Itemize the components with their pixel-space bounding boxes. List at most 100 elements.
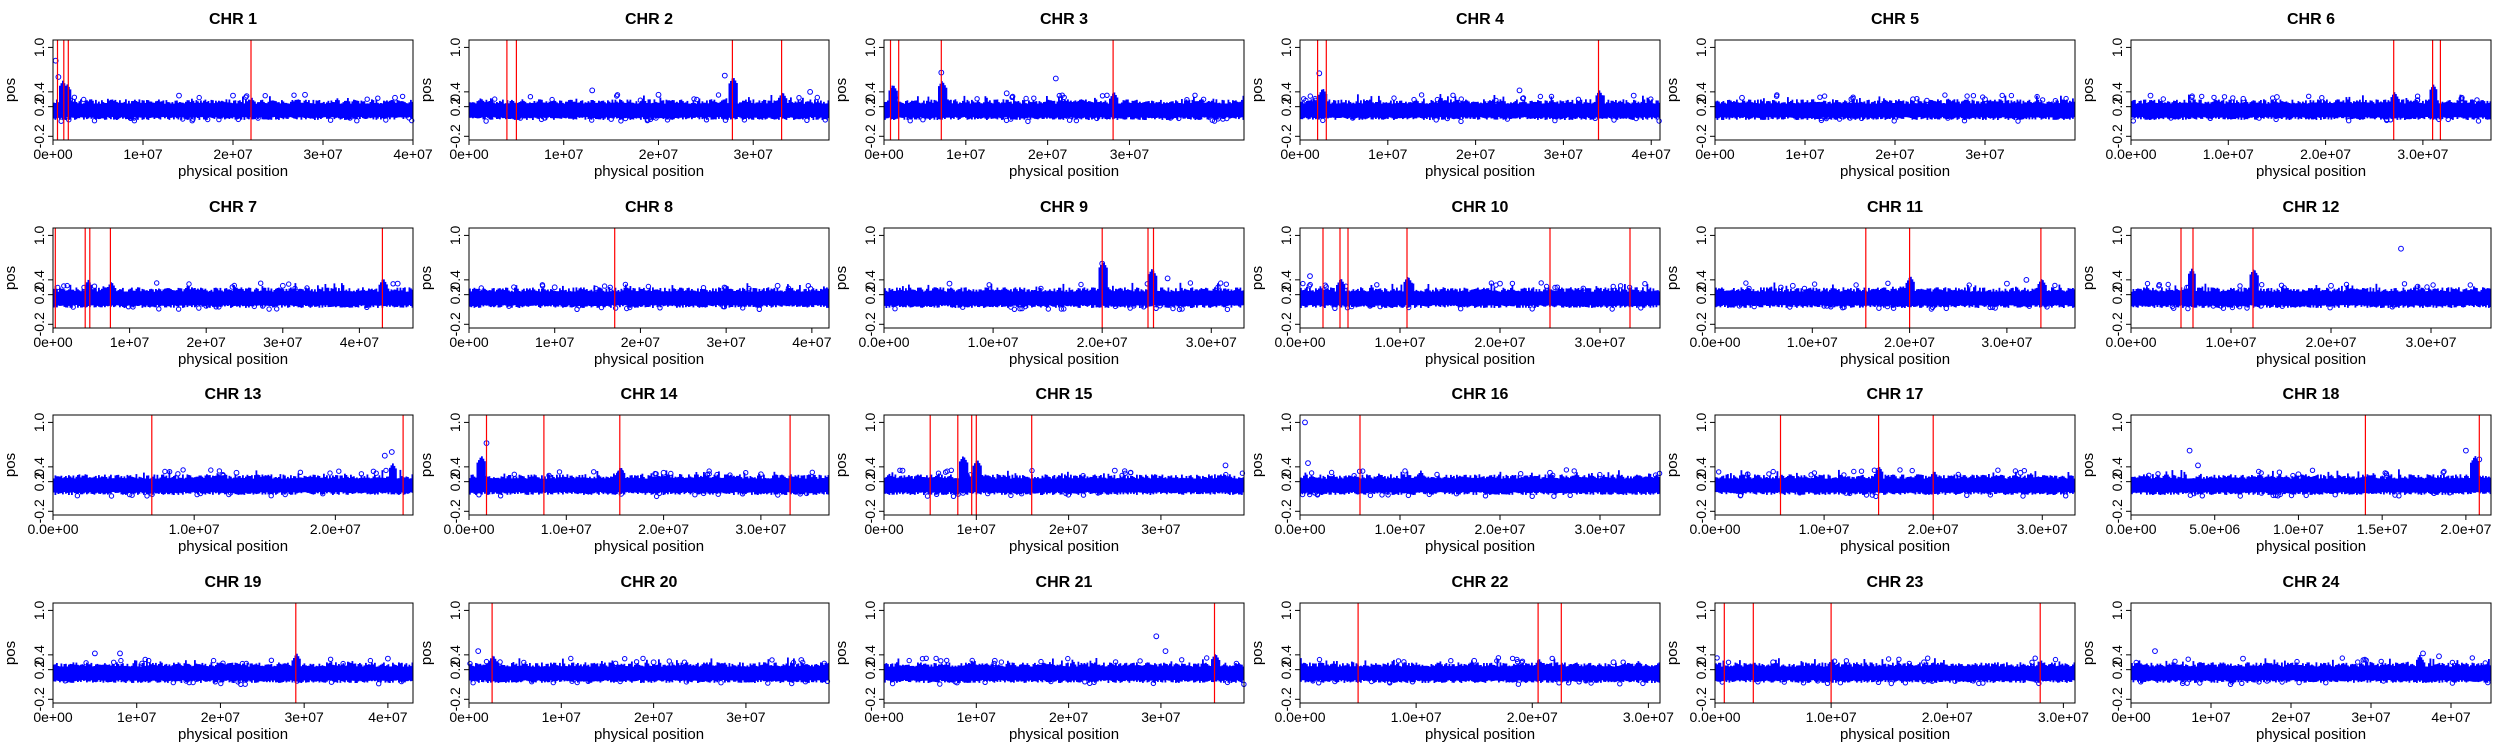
data-point-column	[2392, 94, 2394, 120]
data-point-column	[1043, 477, 1045, 494]
data-point-column	[590, 100, 593, 120]
data-point-column	[1146, 101, 1149, 118]
data-point-column	[1041, 475, 1044, 495]
data-point	[1567, 492, 1573, 499]
data-point-column	[975, 102, 978, 119]
data-point-column	[1594, 289, 1596, 308]
data-point-column	[1330, 287, 1332, 306]
panel-title: CHR 3	[1040, 11, 1088, 28]
y-tick-label: 0.2	[862, 472, 878, 492]
data-point-column	[1124, 287, 1126, 308]
data-point-column	[897, 477, 900, 493]
data-point-column	[1170, 101, 1173, 119]
data-point-column	[969, 476, 972, 494]
data-point-column	[267, 101, 270, 120]
data-point-column	[1913, 101, 1915, 119]
data-point-column	[1397, 290, 1400, 306]
data-point-column	[2218, 288, 2220, 308]
data-point-column	[554, 100, 557, 119]
data-point-column	[2197, 287, 2199, 306]
data-point-column	[790, 474, 792, 495]
data-point-column	[572, 287, 575, 307]
data-point-column	[752, 99, 755, 120]
data-point-column	[173, 103, 175, 120]
data-point-column	[1447, 288, 1449, 307]
data-point-column	[1196, 474, 1198, 494]
data-point-column	[628, 477, 630, 493]
data-point-column	[2272, 99, 2274, 118]
data-point-column	[785, 98, 788, 120]
data-point-column	[503, 290, 506, 306]
data-point-column	[1884, 474, 1887, 495]
data-point-column	[2045, 475, 2047, 493]
data-point-column	[1059, 475, 1062, 495]
data-point-column	[701, 289, 704, 308]
data-point-column	[924, 290, 927, 306]
data-point-column	[1457, 291, 1460, 308]
data-point-column	[1770, 103, 1773, 119]
data-point-column	[2474, 287, 2477, 306]
data-point-column	[674, 102, 677, 118]
data-point-column	[1733, 101, 1735, 118]
data-point-column	[635, 291, 638, 308]
data-point	[1031, 95, 1037, 101]
data-point-column	[126, 103, 129, 119]
data-point-column	[251, 291, 253, 307]
data-point	[797, 491, 803, 497]
data-point-column	[1564, 291, 1566, 307]
data-point-column	[1591, 103, 1593, 120]
y-tick-label: 1.0	[862, 412, 878, 432]
data-point-column	[653, 289, 656, 306]
data-point-column	[1100, 101, 1102, 118]
data-point-column	[140, 477, 142, 493]
data-point-column	[312, 99, 315, 119]
data-point-column	[1149, 478, 1152, 495]
data-point-column	[1197, 290, 1200, 306]
data-point	[129, 492, 135, 498]
data-point-column	[1163, 478, 1165, 493]
data-point-column	[1215, 477, 1218, 493]
data-point-column	[1131, 476, 1134, 493]
data-point-column	[539, 99, 542, 118]
data-point-column	[620, 100, 623, 120]
data-point-column	[2162, 102, 2165, 120]
data-point-column	[1420, 290, 1422, 308]
data-point-column	[502, 288, 504, 306]
x-tick-label: 1e+07	[1785, 146, 1825, 162]
data-point-column	[2212, 101, 2214, 119]
data-point-column	[1815, 287, 1818, 307]
data-point-column	[1952, 100, 1954, 120]
data-point-column	[2198, 99, 2201, 118]
data-point-column	[2483, 287, 2486, 306]
data-point-column	[677, 102, 680, 119]
data-point-column	[1525, 288, 1527, 308]
data-point-column	[255, 103, 258, 118]
data-point-column	[710, 99, 713, 120]
data-point-column	[814, 290, 816, 306]
data-point-column	[1426, 288, 1428, 307]
data-point-column	[676, 477, 678, 493]
data-point-column	[2022, 100, 2025, 120]
data-point-column	[1154, 474, 1156, 493]
data-point-column	[137, 478, 139, 495]
data-point-column	[2260, 100, 2262, 119]
data-point-column	[1155, 102, 1158, 118]
data-point-column	[1555, 102, 1557, 120]
x-axis-label: physical position	[1009, 351, 1119, 368]
data-point-column	[83, 290, 85, 307]
data-point-column	[1751, 102, 1753, 119]
data-point-column	[1746, 287, 1749, 306]
data-point-column	[1131, 282, 1134, 307]
data-point-column	[233, 100, 235, 118]
data-point-column	[1904, 478, 1906, 495]
data-point-column	[772, 102, 774, 119]
outlier-point	[1316, 70, 1323, 77]
data-point-column	[1625, 289, 1628, 307]
data-point-column	[503, 473, 506, 494]
data-point-column	[2204, 101, 2207, 118]
data-point-column	[990, 477, 993, 494]
data-point-column	[1376, 102, 1379, 118]
data-point-column	[1221, 290, 1224, 307]
data-point	[694, 96, 700, 103]
data-point-column	[2414, 99, 2417, 119]
